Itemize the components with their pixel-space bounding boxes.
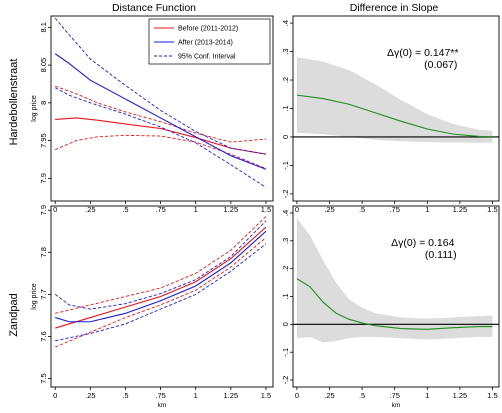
br-annotation-se: (0.111) xyxy=(425,249,457,261)
tr-series-line-0 xyxy=(296,94,493,138)
col-title-distance-function: Distance Function xyxy=(112,2,196,14)
bl-xtick-label: .75 xyxy=(155,391,165,400)
br-ytick-label: -.2 xyxy=(281,376,290,385)
bl-series-line-5 xyxy=(55,243,267,342)
row-label-zandpad: Zandpad xyxy=(8,293,20,336)
panel-bottom-right-slope: 0.25.5.75 1 1.25 1.5-.2-.10.1.2.3.4kmΔγ(0) … xyxy=(281,205,500,409)
tl-xtick-label: .75 xyxy=(155,205,165,214)
legend-entry: After (2013-2014) xyxy=(178,40,233,47)
bl-ytick-label: 7.6 xyxy=(39,331,48,341)
tr-xtick-label: 1 xyxy=(425,205,429,214)
tr-xtick-label: .25 xyxy=(324,205,334,214)
tr-ytick-label: .1 xyxy=(281,105,290,111)
tl-xtick-label: 0 xyxy=(53,205,57,214)
tl-xtick-label: .25 xyxy=(85,205,95,214)
panel-top-right-slope: 0 .25 .5 .75 1 1.25 1.5 -.2 -.1 0 .1 .2 .3 .4 Δγ(0) = … xyxy=(281,15,500,214)
tr-ytick-label: .3 xyxy=(281,48,290,54)
tl-ytick-label: 7.95 xyxy=(39,133,48,148)
bl-xtick-label: 1.5 xyxy=(261,391,271,400)
bl-series-line-4 xyxy=(54,220,267,310)
tl-series-line-1 xyxy=(55,85,267,143)
bl-series-line-3 xyxy=(55,230,267,323)
tl-series-line-4 xyxy=(54,17,267,155)
tl-xtick-label: 1.25 xyxy=(224,205,239,214)
br-xlabel: km xyxy=(392,402,401,409)
tr-ytick-label: .2 xyxy=(281,77,290,83)
bl-xlabel: km xyxy=(158,402,167,409)
br-ytick-label: .4 xyxy=(281,210,290,216)
br-ytick-label: 0 xyxy=(281,322,290,326)
br-xtick-label: 1 xyxy=(425,391,429,400)
bl-xtick-label: .25 xyxy=(85,391,95,400)
bl-series-line-2 xyxy=(55,237,267,348)
tl-xtick-label: .5 xyxy=(122,205,128,214)
tl-ytick-label: 8 xyxy=(39,101,48,105)
br-xtick-label: 1.25 xyxy=(453,391,468,400)
tl-plot-frame xyxy=(50,15,274,202)
bl-ytick-label: 7.7 xyxy=(39,289,48,299)
bl-series-line-0 xyxy=(55,226,267,329)
tl-series-line-5 xyxy=(55,87,267,188)
tl-series-line-0 xyxy=(55,117,267,155)
tl-series-line-3 xyxy=(54,53,267,170)
tl-series-line-2 xyxy=(55,134,267,169)
bl-ytick-label: 7.8 xyxy=(39,247,48,257)
bl-xtick-label: 0 xyxy=(53,391,57,400)
tr-ytick-label: .4 xyxy=(281,20,290,26)
row-label-hardebollenstraat: Hardebollenstraat xyxy=(8,59,20,146)
tr-ci-band xyxy=(296,57,493,143)
tr-ytick-label: -.2 xyxy=(281,190,290,199)
br-annotation-estimate: Δγ(0) = 0.164 xyxy=(391,237,454,249)
tl-ytick-label: 8.1 xyxy=(39,22,48,32)
bl-ylabel: log price xyxy=(31,283,38,310)
tr-ytick-label: -.1 xyxy=(281,161,290,170)
tr-annotation-se: (0.067) xyxy=(424,59,457,71)
bl-xtick-label: 1.25 xyxy=(224,391,239,400)
br-ytick-label: -.1 xyxy=(281,348,290,357)
br-ytick-label: .2 xyxy=(281,266,290,272)
legend-entry: 95% Conf. Interval xyxy=(178,54,236,61)
br-xtick-label: 0 xyxy=(295,391,299,400)
br-xtick-label: .5 xyxy=(359,391,365,400)
br-ci-band xyxy=(296,218,493,343)
bl-plot-frame xyxy=(50,205,274,388)
tl-ytick-label: 7.9 xyxy=(39,173,48,183)
tl-ylabel: log price xyxy=(31,95,38,122)
br-xtick-label: .25 xyxy=(324,391,334,400)
bl-ytick-label: 7.9 xyxy=(39,205,48,215)
tl-ytick-label: 8.05 xyxy=(39,58,48,73)
tr-xtick-label: .75 xyxy=(389,205,399,214)
legend-entry: Before (2011-2012) xyxy=(178,26,238,33)
tr-xtick-label: 1.5 xyxy=(487,205,497,214)
tl-xtick-label: 1 xyxy=(194,205,198,214)
bl-series-line-1 xyxy=(55,216,267,314)
br-series-line-0 xyxy=(296,278,493,330)
tr-xtick-label: 1.25 xyxy=(453,205,468,214)
panel-top-left-distance: 0 .25 .5 .75 1 1.25 1.5 7.9 7.95 8 8.05 8.1 log pric… xyxy=(31,15,274,214)
bl-xtick-label: 1 xyxy=(194,391,198,400)
bl-ytick-label: 7.5 xyxy=(39,373,48,383)
tr-xtick-label: .5 xyxy=(359,205,365,214)
tr-ytick-label: 0 xyxy=(281,135,290,139)
bl-xtick-label: .5 xyxy=(122,391,128,400)
br-xtick-label: 1.5 xyxy=(487,391,497,400)
tr-xtick-label: 0 xyxy=(295,205,299,214)
br-ytick-label: .3 xyxy=(281,238,290,244)
tl-xtick-label: 1.5 xyxy=(261,205,271,214)
br-xtick-label: .75 xyxy=(389,391,399,400)
tr-annotation-estimate: Δγ(0) = 0.147** xyxy=(387,47,459,59)
br-ytick-label: .1 xyxy=(281,293,290,299)
col-title-difference-in-slope: Difference in Slope xyxy=(350,2,439,14)
